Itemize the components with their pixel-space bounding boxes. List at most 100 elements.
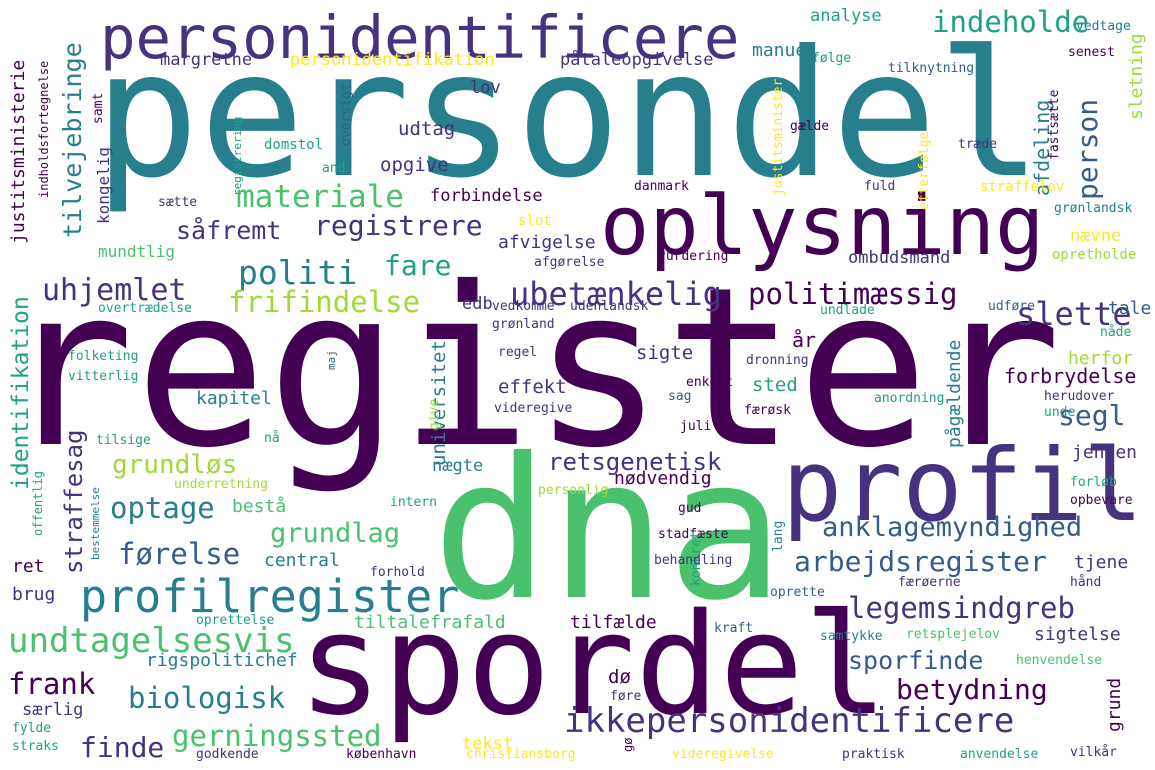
word-profilregister: profilregister	[80, 570, 460, 623]
word-koebenhavn: københavn	[346, 747, 417, 762]
word-fylde: fylde	[12, 721, 52, 736]
word-naegte: nægte	[432, 456, 484, 476]
word-oprettelse: oprettelse	[196, 613, 275, 628]
word-finde: finde	[80, 731, 165, 764]
word-forbindelse: forbindelse	[430, 186, 543, 206]
word-traede: træde	[958, 137, 998, 152]
word-margrethe: margrethe	[160, 50, 253, 70]
word-tiltalefrafald: tiltalefrafald	[354, 612, 506, 633]
word-udfoere: udføre	[988, 299, 1035, 314]
word-bestaa: bestå	[232, 496, 287, 517]
word-oversigt: oversigt	[339, 83, 354, 146]
word-profil: profil	[782, 427, 1144, 544]
word-samt: samt	[91, 92, 106, 124]
word-lov: lov	[470, 78, 501, 98]
word-uhjemlet: uhjemlet	[42, 273, 187, 308]
word-ret: ret	[12, 556, 45, 577]
word-anvendelse: anvendelse	[960, 747, 1039, 762]
word-slot: slot	[518, 213, 552, 229]
word-udtag: udtag	[398, 118, 456, 140]
word-vilkaar: vilkår	[1070, 745, 1117, 760]
word-registrering: registrering	[231, 116, 244, 196]
word-analyse: analyse	[810, 6, 882, 26]
word-juli: juli	[680, 419, 712, 434]
word-effekt: effekt	[498, 376, 567, 398]
word-vedtage: vedtage	[1076, 19, 1131, 34]
word-oprette: oprette	[770, 585, 825, 600]
word-registrere: registrere	[314, 209, 483, 242]
word-faeroesk: færøsk	[744, 403, 791, 418]
word-senest: senest	[1068, 45, 1115, 60]
word-personidentificere: personidentificere	[100, 3, 740, 72]
word-grundlag: grundlag	[270, 518, 401, 549]
word-retsplejelov: retsplejelov	[906, 627, 1000, 642]
word-foelge: følge	[812, 51, 852, 66]
word-tilvejebringe: tilvejebringe	[58, 42, 87, 238]
word-tilsige: tilsige	[96, 433, 151, 448]
word-efterfoelge: efterfølge	[917, 131, 932, 210]
word-henvendelse: henvendelse	[1016, 653, 1103, 668]
word-opbevare: opbevare	[1070, 493, 1133, 508]
word-christiansborg: christiansborg	[466, 747, 576, 762]
word-central: central	[264, 550, 340, 571]
word-personidentifikation: personidentifikation	[290, 50, 495, 70]
word-behandling: behandling	[654, 553, 733, 568]
word-justitsministerie: justitsministerie	[8, 59, 29, 244]
word-groenlandsk: grønlandsk	[1054, 201, 1133, 216]
word-and: and	[322, 161, 346, 176]
word-maj: maj	[325, 350, 338, 370]
word-kapitel: kapitel	[196, 388, 272, 409]
word-indeholde: indeholde	[932, 5, 1090, 39]
word-sporfinde: sporfinde	[848, 646, 984, 675]
word-vedkomme: vedkomme	[492, 299, 555, 314]
word-fare: fare	[384, 249, 452, 282]
word-politimaessig: politimæssig	[748, 277, 958, 311]
word-rigspolitichef: rigspolitichef	[146, 650, 298, 671]
word-betydning: betydning	[896, 673, 1048, 706]
word-person: person	[1071, 98, 1104, 200]
word-stadfaeste: stadfæste	[658, 527, 729, 542]
word-foere: føre	[610, 689, 642, 704]
word-brug: brug	[12, 584, 56, 605]
word-lang: lang	[771, 520, 786, 552]
word-edb: edb	[462, 294, 493, 314]
word-persondel: persondel	[94, 14, 1043, 217]
word-herfor: herfor	[1068, 348, 1134, 369]
word-retsgenetisk: retsgenetisk	[548, 448, 722, 476]
word-slette: slette	[1016, 295, 1132, 333]
word-tekst: tekst	[462, 734, 514, 754]
word-paataleopgivelse: påtaleopgivelse	[560, 50, 714, 70]
word-godkende: godkende	[196, 747, 259, 762]
word-fastsaette: fastsætte	[1047, 89, 1062, 160]
word-offentlig: offentlig	[31, 470, 45, 536]
word-gaelde: gælde	[790, 119, 830, 134]
word-optage: optage	[110, 491, 215, 525]
word-straffelov: straffelov	[980, 179, 1065, 195]
word-bestemmelse: bestemmelse	[89, 487, 102, 560]
word-materiale: materiale	[236, 179, 404, 215]
word-opretholde: opretholde	[1052, 247, 1137, 263]
word-forhold: forhold	[370, 565, 425, 580]
word-sigte: sigte	[636, 342, 694, 364]
word-naevne: nævne	[1070, 226, 1122, 246]
word-afvigelse: afvigelse	[498, 232, 596, 253]
word-vurdering: vurdering	[658, 249, 729, 264]
word-mundtlig: mundtlig	[98, 242, 176, 261]
word-frifindelse: frifindelse	[228, 285, 421, 319]
word-personlig: personlig	[538, 483, 609, 498]
word-videregivelse: videregivelse	[672, 747, 774, 762]
word-oplysning: oplysning	[600, 179, 1045, 274]
word-tilfaelde: tilfælde	[570, 612, 657, 633]
word-samtykke: samtykke	[820, 629, 883, 644]
word-justitsminister: justitsminister	[771, 78, 786, 196]
word-enkelt: enkelt	[686, 375, 733, 390]
word-sted: sted	[752, 374, 798, 396]
word-doe: dø	[608, 666, 631, 688]
word-give: give	[427, 398, 442, 430]
word-biologisk: biologisk	[128, 681, 286, 715]
word-vitterlig: vitterlig	[68, 369, 139, 384]
word-domstol: domstol	[264, 137, 324, 153]
word-naa: nå	[264, 431, 280, 446]
word-saette: sætte	[158, 195, 198, 210]
word-dronning: dronning	[746, 353, 809, 368]
